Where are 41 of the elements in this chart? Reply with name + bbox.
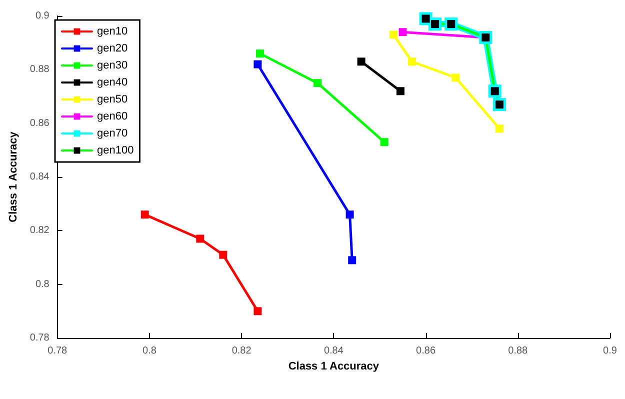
x-axis-title: Class 1 Accuracy xyxy=(288,360,380,372)
x-tick-label: 0.9 xyxy=(603,346,618,356)
x-tick-label: 0.86 xyxy=(416,346,436,356)
point xyxy=(219,250,228,259)
point xyxy=(140,210,149,219)
point xyxy=(357,58,366,66)
point xyxy=(196,234,204,243)
point xyxy=(495,124,504,133)
y-tick-label: 0.82 xyxy=(30,225,50,236)
x-tick-label: 0.84 xyxy=(324,346,344,356)
legend-label: gen30 xyxy=(97,60,128,72)
y-tick-label: 0.86 xyxy=(30,118,50,129)
legend-label: gen70 xyxy=(97,128,128,140)
legend-label: gen100 xyxy=(97,144,134,156)
point xyxy=(314,79,322,88)
point xyxy=(348,256,356,264)
point xyxy=(254,307,262,316)
point xyxy=(408,58,416,66)
point xyxy=(346,210,354,219)
y-tick-label: 0.88 xyxy=(30,64,50,76)
legend-label: gen60 xyxy=(97,110,128,122)
x-tick-label: 0.8 xyxy=(142,346,157,356)
y-tick-label: 0.84 xyxy=(30,172,50,182)
x-tick-label: 0.78 xyxy=(48,346,68,356)
point xyxy=(396,87,404,96)
y-tick-label: 0.78 xyxy=(30,332,50,344)
x-tick-label: 0.82 xyxy=(232,346,252,356)
point xyxy=(398,28,407,36)
point xyxy=(390,30,398,39)
point xyxy=(380,138,388,146)
legend-label: gen10 xyxy=(97,26,128,38)
y-tick-label: 0.8 xyxy=(35,278,50,290)
y-tick-label: 0.9 xyxy=(35,10,50,22)
point xyxy=(254,60,262,68)
legend-label: gen50 xyxy=(97,94,128,106)
y-axis-title: Class 1 Accuracy xyxy=(8,130,20,222)
point xyxy=(256,50,264,58)
legend-label: gen20 xyxy=(97,42,128,54)
x-tick-label: 0.88 xyxy=(508,346,528,356)
point xyxy=(452,74,460,82)
legend-label: gen40 xyxy=(97,76,128,88)
